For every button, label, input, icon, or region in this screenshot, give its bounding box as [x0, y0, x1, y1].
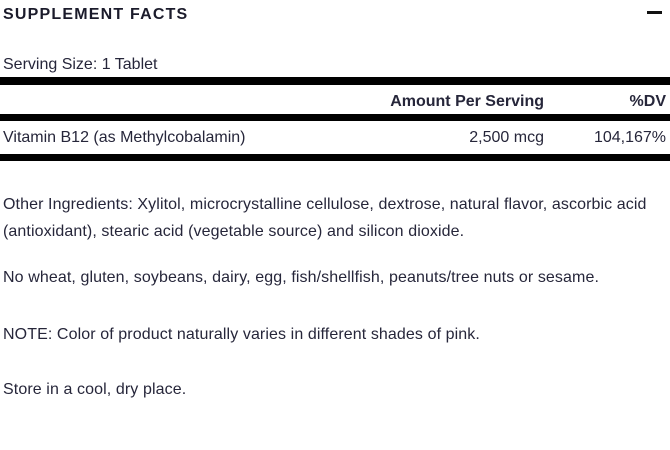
table-top-divider	[0, 77, 670, 85]
column-header-amount: Amount Per Serving	[390, 93, 544, 110]
accordion-header-supplement-facts[interactable]: SUPPLEMENT FACTS	[3, 0, 666, 27]
nutrient-amount: 2,500 mcg	[469, 129, 544, 146]
serving-size-text: Serving Size: 1 Tablet	[3, 56, 158, 73]
section-title: SUPPLEMENT FACTS	[3, 6, 189, 23]
note-text: NOTE: Color of product naturally varies …	[3, 326, 480, 343]
storage-text: Store in a cool, dry place.	[3, 381, 187, 398]
nutrient-dv: 104,167%	[593, 129, 666, 146]
nutrient-name: Vitamin B12 (as Methylcobalamin)	[3, 129, 246, 146]
accordion-content: Serving Size: 1 Tablet Amount Per Servin…	[0, 53, 670, 403]
allergen-statement-text: No wheat, gluten, soybeans, dairy, egg, …	[3, 269, 599, 286]
table-mid-divider	[0, 114, 670, 121]
table-row: Vitamin B12 (as Methylcobalamin) 2,500 m…	[3, 124, 666, 151]
other-ingredients-text: Other Ingredients: Xylitol, microcrystal…	[3, 196, 647, 240]
table-header-row: Amount Per Serving %DV	[3, 90, 666, 114]
minus-icon[interactable]	[647, 11, 662, 14]
column-header-dv: %DV	[629, 93, 666, 110]
table-bottom-divider	[0, 154, 670, 161]
